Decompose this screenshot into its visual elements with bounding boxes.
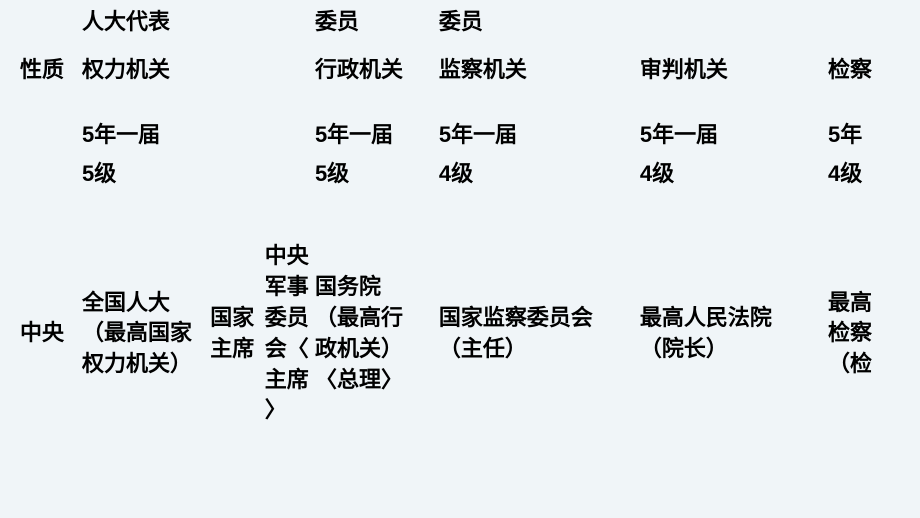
- cell-term-4: 5年一届: [315, 96, 439, 151]
- cell-empty: [0, 96, 82, 151]
- cell-nature-label: 性质: [0, 44, 82, 96]
- cell-empty: [265, 96, 315, 151]
- cell-central-6: 最高人民法院（院长）: [640, 199, 828, 469]
- cell-central-label: 中央: [0, 199, 82, 469]
- cell-empty: [210, 44, 265, 96]
- cell-central-7: 最高检察（检: [828, 199, 920, 469]
- cell-central-2: 国家主席: [210, 199, 265, 469]
- cell-nature-1: 权力机关: [82, 44, 210, 96]
- cell-level-6: 4级: [640, 151, 828, 199]
- cell-empty: [210, 151, 265, 199]
- table-row: 5级 5级 4级 4级 4级: [0, 151, 920, 199]
- cell-nature-6: 审判机关: [640, 44, 828, 96]
- government-structure-table: 人大代表 委员 委员 性质 权力机关 行政机关 监察机关 审判机关 检察 5年一…: [0, 0, 920, 469]
- cell-central-1: 全国人大（最高国家权力机关）: [82, 199, 210, 469]
- cell-empty: [0, 151, 82, 199]
- table-row: 性质 权力机关 行政机关 监察机关 审判机关 检察: [0, 44, 920, 96]
- cell-empty: [0, 0, 82, 44]
- cell-empty: [210, 0, 265, 44]
- cell-member-4: 委员: [315, 0, 439, 44]
- cell-term-5: 5年一届: [439, 96, 640, 151]
- cell-term-1: 5年一届: [82, 96, 210, 151]
- cell-empty: [265, 151, 315, 199]
- cell-member-1: 人大代表: [82, 0, 210, 44]
- cell-level-7: 4级: [828, 151, 920, 199]
- cell-central-4: 国务院（最高行政机关）〈总理〉: [315, 199, 439, 469]
- table-row: 人大代表 委员 委员: [0, 0, 920, 44]
- cell-nature-4: 行政机关: [315, 44, 439, 96]
- cell-empty: [265, 0, 315, 44]
- table-row: 5年一届 5年一届 5年一届 5年一届 5年: [0, 96, 920, 151]
- cell-term-6: 5年一届: [640, 96, 828, 151]
- cell-nature-7: 检察: [828, 44, 920, 96]
- cell-level-1: 5级: [82, 151, 210, 199]
- table-row: 中央 全国人大（最高国家权力机关） 国家主席 中央军事委员会〈主席〉 国务院（最…: [0, 199, 920, 469]
- cell-level-4: 5级: [315, 151, 439, 199]
- cell-nature-5: 监察机关: [439, 44, 640, 96]
- cell-empty: [265, 44, 315, 96]
- cell-empty: [828, 0, 920, 44]
- cell-central-5: 国家监察委员会（主任）: [439, 199, 640, 469]
- cell-level-5: 4级: [439, 151, 640, 199]
- cell-empty: [210, 96, 265, 151]
- cell-member-5: 委员: [439, 0, 640, 44]
- cell-term-7: 5年: [828, 96, 920, 151]
- cell-central-3: 中央军事委员会〈主席〉: [265, 199, 315, 469]
- cell-empty: [640, 0, 828, 44]
